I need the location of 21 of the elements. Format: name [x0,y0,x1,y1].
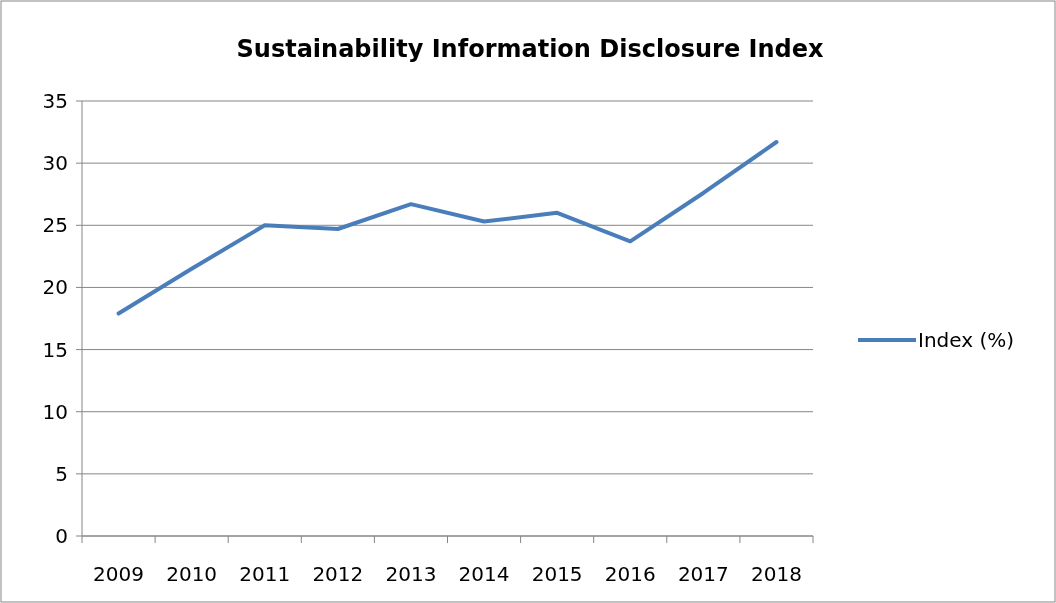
y-tick-label: 10 [42,399,68,424]
x-tick-label: 2011 [239,562,291,586]
x-tick-label: 2013 [385,562,437,586]
y-tick-label: 25 [42,213,68,238]
y-tick-label: 5 [55,461,68,486]
x-tick-label: 2009 [93,562,144,586]
x-tick-label: 2016 [604,562,656,586]
chart-title: Sustainability Information Disclosure Index [236,35,824,63]
y-tick-label: 20 [42,275,68,300]
y-tick-label: 35 [42,89,68,113]
x-tick-label: 2017 [677,562,729,586]
x-tick-label: 2015 [531,562,583,586]
legend-label: Index (%) [918,328,1015,352]
y-tick-label: 15 [42,337,68,362]
line-series [116,140,779,316]
x-tick-label: 2014 [458,562,510,586]
x-tick-label: 2012 [312,562,364,586]
x-tick-label: 2010 [166,562,218,586]
x-tick-label: 2018 [751,562,802,586]
y-tick-label: 30 [42,151,68,176]
y-tick-label: 0 [55,524,68,548]
